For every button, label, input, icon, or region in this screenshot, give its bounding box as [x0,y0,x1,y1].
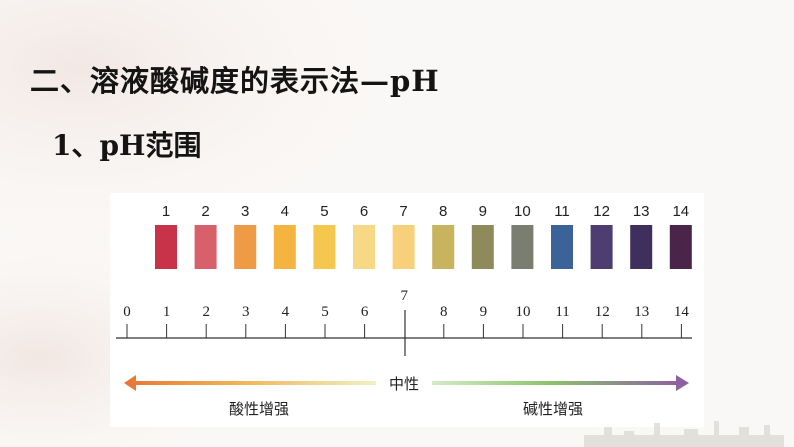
base-arrow [432,375,689,391]
scale-tick-label: 1 [163,304,171,320]
neutral-label: 中性 [389,375,419,393]
scale-tick-label: 5 [321,304,329,320]
swatch-number: 2 [201,203,209,220]
base-label: 碱性增强 [523,400,583,418]
swatch-number: 9 [479,203,487,220]
ph-swatch [471,225,494,269]
scale-tick-label: 4 [282,304,290,320]
scale-tick-label: 11 [555,304,569,320]
scale-tick-label: 3 [242,304,250,320]
swatch-number: 11 [554,203,570,220]
scale-tick-label: 8 [440,304,448,320]
swatch-number: 6 [360,203,368,220]
scale-tick-label: 2 [202,304,210,320]
scale-tick-label: 9 [480,304,488,320]
scale-tick-label: 13 [634,304,649,320]
swatch-number: 12 [593,203,610,220]
ph-color-swatches [155,225,692,269]
ph-swatch [630,225,653,269]
scale-tick-label: 10 [516,304,531,320]
swatch-number: 14 [672,203,689,220]
ph-swatch [234,225,257,269]
acid-label: 酸性增强 [229,400,289,418]
swatch-number: 4 [281,203,289,220]
ph-figure: 1 2 3 4 5 6 7 8 9 10 11 12 13 14 0 1 2 3 4 5 6 7 8 9 10 11 12 13 14… [110,193,704,427]
skyline-decoration [584,421,784,447]
swatch-labels: 1 2 3 4 5 6 7 8 9 10 11 12 13 14 [162,203,689,220]
ph-swatch [392,225,415,269]
scale-tick-label: 7 [400,288,408,304]
acid-arrow [124,375,376,391]
ph-swatch [551,225,573,269]
subsection-title: 1、pH范围 [52,129,202,162]
ph-swatch [669,225,692,269]
ph-swatch [194,225,217,269]
swatch-number: 1 [162,203,170,220]
swatch-number: 5 [320,203,328,220]
scale-ticks [126,324,682,338]
swatch-number: 3 [241,203,249,220]
scale-tick-label: 12 [595,304,610,320]
scale-tick-labels: 0 1 2 3 4 5 678 9 10 11 12 13 14 [123,288,689,320]
swatch-number: 8 [439,203,447,220]
swatch-number: 10 [514,203,531,220]
ph-swatch [155,225,177,269]
section-title: 二、溶液酸碱度的表示法—pH [30,64,440,98]
scale-tick-label: 0 [123,304,131,320]
ph-swatch [313,225,336,269]
swatch-number: 13 [633,203,650,220]
scale-tick-label: 14 [674,304,690,320]
ph-swatch [432,225,455,269]
ph-figure-canvas: 1 2 3 4 5 6 7 8 9 10 11 12 13 14 0 1 2 3 4 5 678 9 10 11 12 13 14… [116,203,692,418]
swatch-number: 7 [399,203,407,220]
scale-tick-label: 6 [361,304,369,320]
ph-swatch [353,225,375,269]
ph-swatch [273,225,296,269]
ph-swatch [511,225,534,269]
ph-swatch [590,225,613,269]
